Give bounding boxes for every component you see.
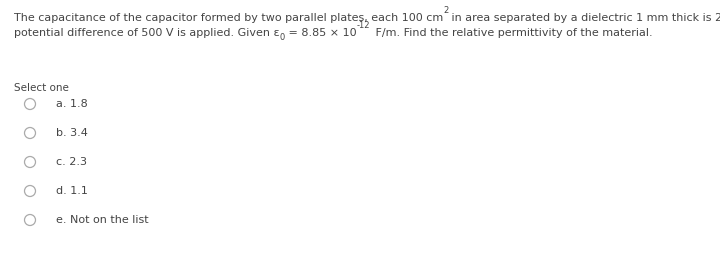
Text: e. Not on the list: e. Not on the list: [56, 215, 148, 225]
Text: in area separated by a dielectric 1 mm thick is 200 pF. A: in area separated by a dielectric 1 mm t…: [449, 13, 720, 23]
Text: -12: -12: [356, 21, 370, 30]
Text: The capacitance of the capacitor formed by two parallel plates, each 100 cm: The capacitance of the capacitor formed …: [14, 13, 444, 23]
Text: 0: 0: [279, 33, 285, 42]
Text: 2: 2: [444, 6, 449, 15]
Text: b. 3.4: b. 3.4: [56, 128, 88, 138]
Text: Select one: Select one: [14, 83, 69, 93]
Text: potential difference of 500 V is applied. Given ε: potential difference of 500 V is applied…: [14, 28, 279, 38]
Text: c. 2.3: c. 2.3: [56, 157, 87, 167]
Text: a. 1.8: a. 1.8: [56, 99, 88, 109]
Text: F/m. Find the relative permittivity of the material.: F/m. Find the relative permittivity of t…: [372, 28, 653, 38]
Text: = 8.85 × 10: = 8.85 × 10: [284, 28, 356, 38]
Text: d. 1.1: d. 1.1: [56, 186, 88, 196]
